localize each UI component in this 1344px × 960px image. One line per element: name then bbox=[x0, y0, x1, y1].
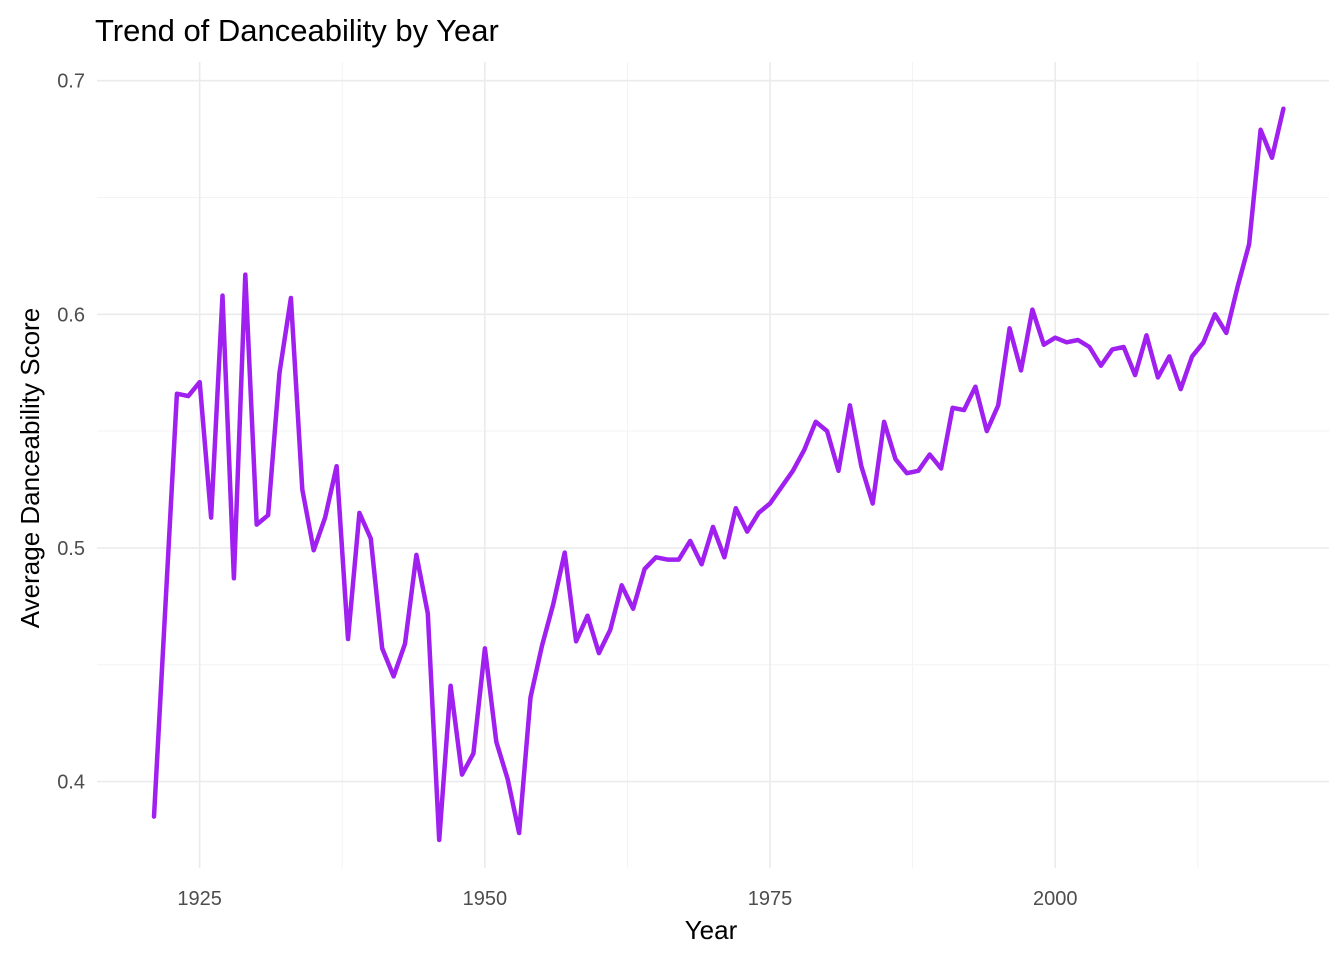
danceability-series-line bbox=[151, 106, 1286, 843]
y-tick-label: 0.4 bbox=[57, 772, 85, 794]
grid-layer bbox=[97, 62, 1329, 868]
y-tick-label: 0.7 bbox=[57, 71, 85, 93]
x-axis-title: Year bbox=[685, 915, 738, 945]
chart-title: Trend of Danceability by Year bbox=[95, 13, 499, 48]
x-tick-label: 2000 bbox=[1033, 888, 1078, 910]
x-tick-label: 1950 bbox=[463, 888, 508, 910]
series-layer bbox=[151, 106, 1286, 843]
tick-label-layer: 1925 1950 1975 2000 0.4 0.5 0.6 0.7 bbox=[57, 71, 1077, 910]
y-tick-label: 0.6 bbox=[57, 304, 85, 326]
x-tick-label: 1925 bbox=[177, 888, 222, 910]
y-axis-title: Average Danceability Score bbox=[15, 308, 45, 628]
y-tick-label: 0.5 bbox=[57, 538, 85, 560]
x-tick-label: 1975 bbox=[748, 888, 793, 910]
